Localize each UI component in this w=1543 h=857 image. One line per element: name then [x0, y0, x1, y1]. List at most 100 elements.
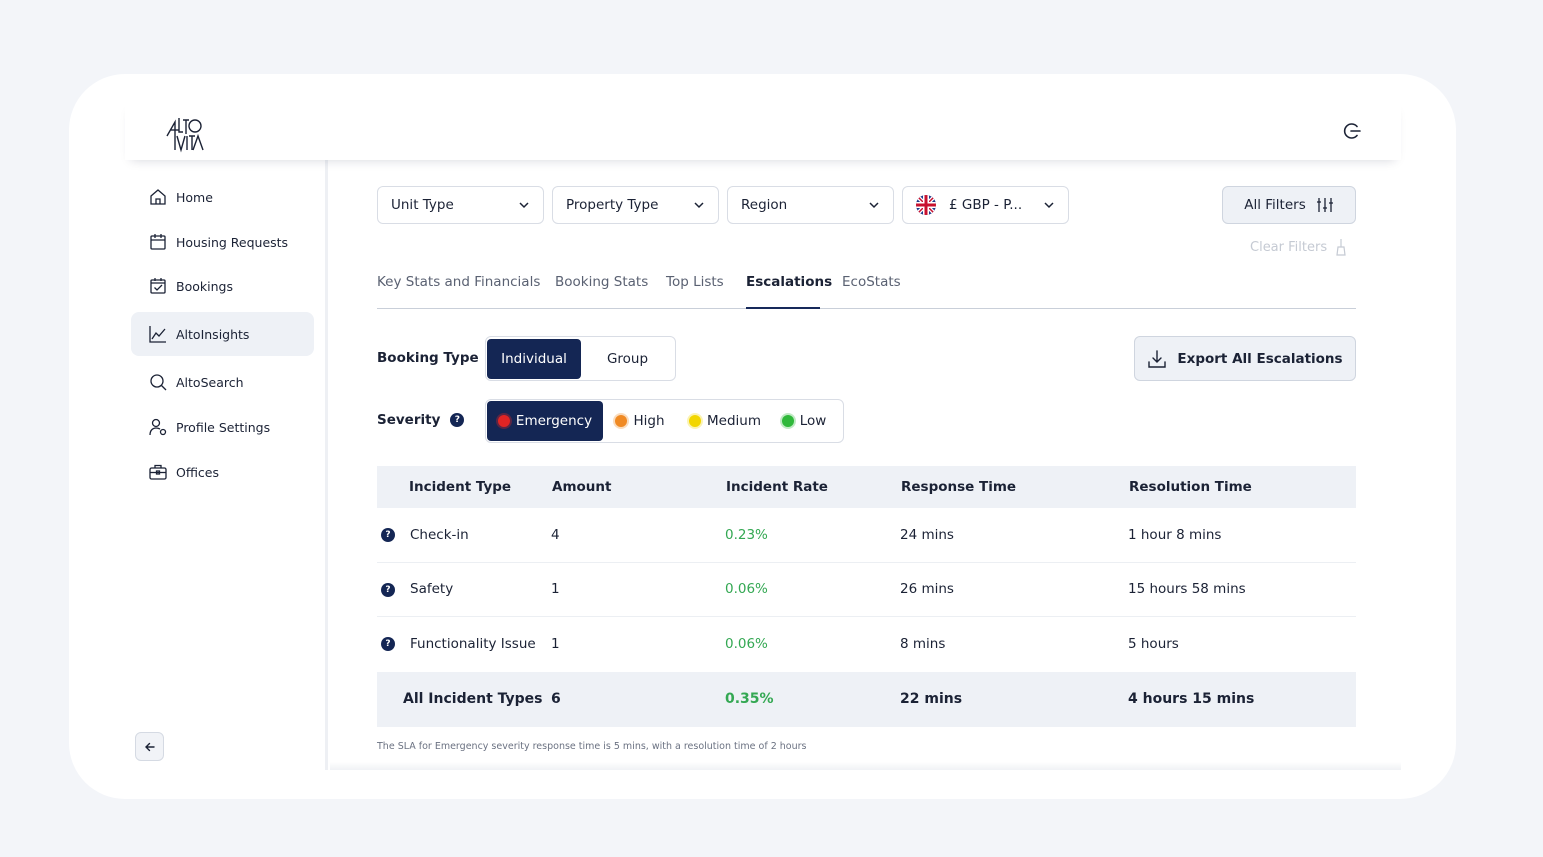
low-dot-icon: [781, 415, 794, 427]
incident-type-cell: Functionality Issue: [410, 636, 536, 653]
severity-option-label: Medium: [707, 413, 761, 429]
sidebar-item-label: Housing Requests: [176, 234, 289, 250]
column-header: Amount: [552, 479, 612, 495]
column-header: Incident Type: [409, 479, 512, 495]
sidebar-item-bookings[interactable]: Bookings: [131, 264, 314, 308]
broom-icon: [1336, 239, 1346, 256]
tab-top-lists[interactable]: Top Lists: [666, 274, 724, 290]
severity-option-label: High: [633, 413, 665, 429]
currency-dropdown[interactable]: £ GBP - P...: [902, 186, 1069, 224]
amount-cell: 4: [551, 526, 560, 543]
sidebar-item-label: AltoInsights: [176, 326, 250, 342]
resolution-time-cell: 1 hour 8 mins: [1128, 526, 1222, 543]
chevron-down-icon: [869, 202, 879, 209]
search-icon: [150, 374, 167, 391]
severity-medium[interactable]: Medium: [677, 401, 773, 441]
chevron-down-icon: [1044, 202, 1054, 209]
sidebar: Home Housing Requests Bookings AltoInsig…: [125, 160, 328, 770]
booking-type-toggle: Individual Group: [485, 336, 676, 381]
incident-type-cell: Safety: [410, 581, 454, 598]
property-type-dropdown[interactable]: Property Type: [552, 186, 719, 224]
clear-filters-label: Clear Filters: [1250, 239, 1328, 255]
booking-type-group[interactable]: Group: [606, 350, 649, 367]
help-icon[interactable]: ?: [381, 582, 395, 597]
booking-type-individual[interactable]: Individual: [487, 338, 581, 379]
response-time-cell: 24 mins: [900, 526, 954, 543]
response-time-cell: 8 mins: [900, 636, 946, 653]
sidebar-item-altoinsights[interactable]: AltoInsights: [131, 312, 314, 356]
escalations-table: Incident Type Amount Incident Rate Respo…: [377, 466, 1356, 727]
sidebar-item-home[interactable]: Home: [131, 175, 314, 219]
top-bar: [125, 100, 1401, 160]
amount-cell: 1: [551, 581, 560, 598]
severity-low[interactable]: Low: [773, 401, 835, 441]
severity-emergency[interactable]: Emergency: [487, 401, 603, 441]
help-icon[interactable]: ?: [381, 528, 395, 542]
sidebar-item-label: Bookings: [176, 278, 233, 294]
unit-type-dropdown[interactable]: Unit Type: [377, 186, 544, 224]
booking-type-label: Booking Type: [377, 350, 479, 366]
tab-escalations[interactable]: Escalations: [746, 274, 833, 290]
column-header: Resolution Time: [1129, 479, 1252, 495]
active-tab-indicator: [746, 307, 820, 309]
dropdown-label: Property Type: [566, 197, 659, 213]
region-dropdown[interactable]: Region: [727, 186, 894, 224]
calendar-check-icon: [150, 278, 166, 294]
severity-option-label: Emergency: [515, 413, 593, 429]
response-time-cell: 26 mins: [900, 581, 954, 598]
export-all-escalations-button[interactable]: Export All Escalations: [1134, 336, 1356, 381]
tab-ecostats[interactable]: EcoStats: [842, 274, 901, 290]
dropdown-label: Region: [741, 197, 788, 213]
severity-option-label: Low: [799, 413, 827, 429]
incident-rate-cell: 0.35%: [725, 691, 774, 707]
table-header-row: Incident Type Amount Incident Rate Respo…: [377, 466, 1356, 508]
incident-rate-cell: 0.06%: [725, 636, 768, 653]
severity-label-text: Severity: [377, 412, 441, 428]
incident-type-cell: All Incident Types: [403, 691, 543, 707]
export-label: Export All Escalations: [1177, 350, 1343, 367]
content-bottom-edge: [330, 762, 1401, 770]
sidebar-item-label: AltoSearch: [176, 374, 244, 390]
sidebar-item-altosearch[interactable]: AltoSearch: [131, 360, 314, 404]
severity-toggle: Emergency High Medium Low: [485, 399, 844, 443]
insights-tabs: Key Stats and Financials Booking Stats T…: [377, 268, 1356, 309]
all-filters-label: All Filters: [1244, 197, 1306, 213]
resolution-time-cell: 15 hours 58 mins: [1128, 581, 1246, 598]
chart-line-icon: [149, 326, 166, 343]
collapse-sidebar-button[interactable]: [135, 732, 164, 761]
sliders-icon: [1316, 198, 1333, 212]
sidebar-item-label: Profile Settings: [176, 419, 271, 435]
column-header: Incident Rate: [726, 479, 828, 495]
medium-dot-icon: [689, 415, 701, 427]
incident-rate-cell: 0.06%: [725, 581, 768, 598]
response-time-cell: 22 mins: [900, 691, 963, 707]
dropdown-label: Unit Type: [391, 197, 454, 213]
tab-key-stats-and-financials[interactable]: Key Stats and Financials: [377, 274, 541, 290]
amount-cell: 1: [551, 636, 560, 653]
all-filters-button[interactable]: All Filters: [1222, 186, 1356, 224]
table-total-row: All Incident Types 6 0.35% 22 mins 4 hou…: [377, 671, 1356, 727]
sidebar-item-label: Offices: [176, 464, 219, 480]
severity-label: Severity ?: [377, 412, 465, 428]
column-header: Response Time: [901, 479, 1017, 495]
incident-type-cell: Check-in: [410, 526, 469, 543]
alto-vita-logo[interactable]: [165, 114, 205, 154]
uk-flag-icon: [916, 195, 936, 215]
sidebar-item-housing-requests[interactable]: Housing Requests: [131, 220, 314, 264]
user-settings-icon: [149, 418, 167, 436]
severity-high[interactable]: High: [603, 401, 677, 441]
booking-type-label-text: Booking Type: [377, 350, 479, 366]
high-dot-icon: [615, 415, 628, 427]
sidebar-item-label: Home: [176, 189, 213, 205]
help-icon[interactable]: ?: [450, 413, 465, 427]
sidebar-item-offices[interactable]: Offices: [131, 450, 314, 494]
sla-footnote: The SLA for Emergency severity response …: [377, 741, 807, 752]
logout-icon[interactable]: [1342, 121, 1362, 141]
clear-filters-button[interactable]: Clear Filters: [1250, 238, 1347, 256]
tab-booking-stats[interactable]: Booking Stats: [555, 274, 649, 290]
table-row: ? Functionality Issue 1 0.06% 8 mins 5 h…: [377, 617, 1356, 672]
help-icon[interactable]: ?: [381, 637, 395, 651]
sidebar-item-profile-settings[interactable]: Profile Settings: [131, 405, 314, 449]
table-row: ? Safety 1 0.06% 26 mins 15 hours 58 min…: [377, 563, 1356, 617]
calendar-icon: [150, 234, 166, 250]
